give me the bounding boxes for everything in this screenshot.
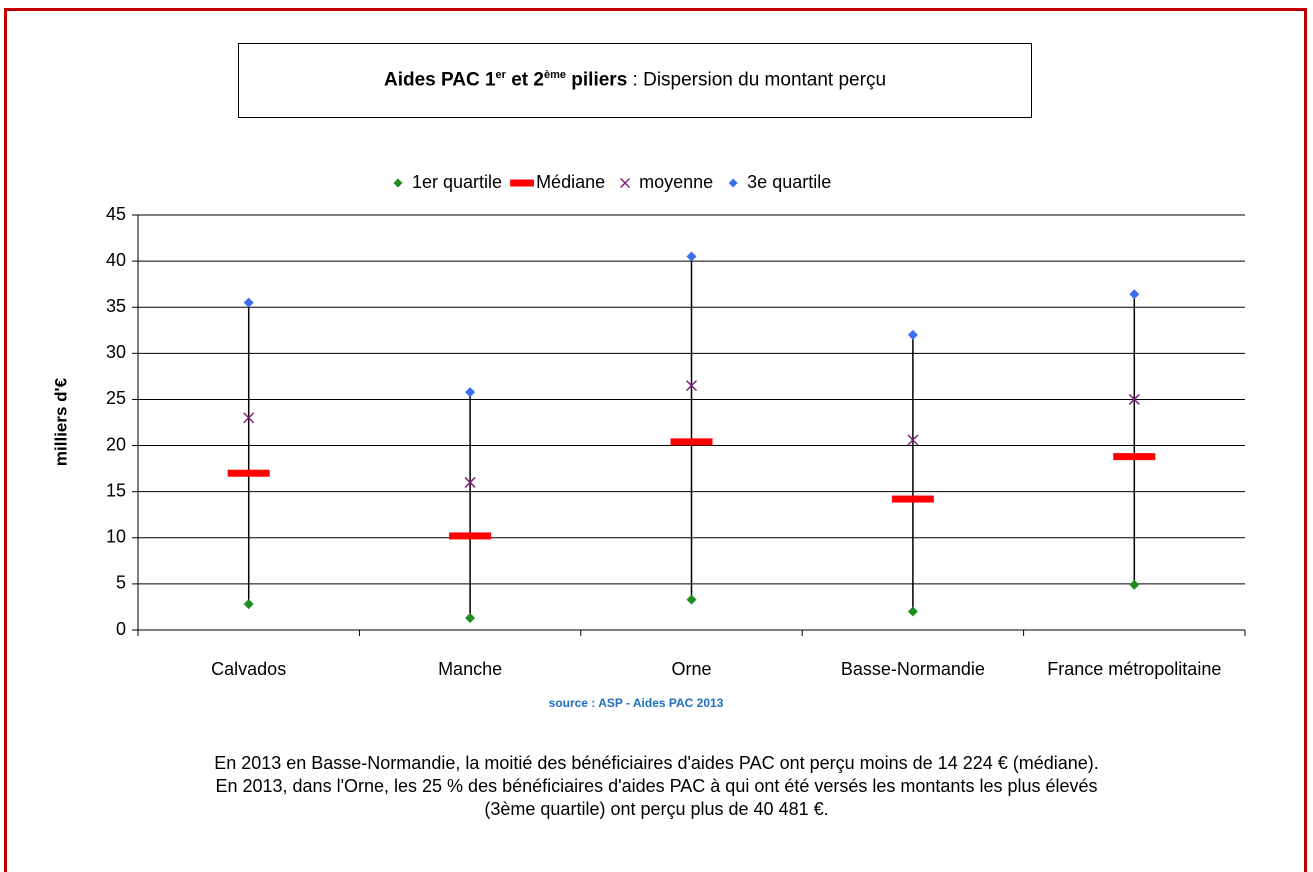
legend-marker [510, 179, 534, 187]
point [686, 251, 697, 262]
point [465, 387, 476, 398]
median-bar [891, 495, 934, 503]
x-tick-label: Manche [438, 659, 503, 679]
x-tick-label: France métropolitaine [1047, 659, 1222, 679]
x-tick-label: Basse-Normandie [840, 659, 985, 679]
caption-line: En 2013, dans l'Orne, les 25 % des bénéf… [215, 776, 1098, 796]
legend-marker [620, 177, 631, 189]
point [243, 412, 255, 424]
caption-line: En 2013 en Basse-Normandie, la moitié de… [214, 753, 1099, 773]
legend-marker [393, 178, 403, 188]
point [243, 599, 254, 610]
y-tick-label: 40 [106, 250, 126, 270]
y-tick-label: 15 [106, 480, 126, 500]
y-tick-label: 5 [116, 573, 126, 593]
point [465, 613, 476, 624]
median-bar [670, 438, 713, 446]
legend-label: moyenne [639, 172, 713, 192]
legend-label: 1er quartile [412, 172, 502, 192]
point [907, 606, 918, 617]
y-tick-label: 10 [106, 527, 126, 547]
title-box: Aides PAC 1er et 2ème piliers : Dispersi… [238, 43, 1032, 118]
source: source : ASP - Aides PAC 2013 [548, 696, 724, 710]
title-part: piliers [566, 69, 628, 91]
title-part: : Dispersion du montant perçu [627, 69, 887, 91]
y-tick-label: 20 [106, 434, 126, 454]
point [464, 476, 476, 488]
y-tick-label: 30 [106, 342, 126, 362]
y-tick-label: 0 [116, 619, 126, 639]
title-part: et 2 [505, 69, 544, 91]
caption-line: (3ème quartile) ont perçu plus de 40 481… [484, 799, 829, 819]
median-bar [449, 532, 492, 540]
title-sup: ème [543, 69, 567, 82]
y-axis-label: milliers d'€ [51, 377, 70, 466]
x-tick-label: Calvados [211, 659, 287, 679]
frame [4, 8, 1307, 872]
median-bar [227, 469, 270, 477]
point [1129, 579, 1140, 590]
median-bar [1113, 453, 1156, 461]
legend-label: Médiane [536, 172, 605, 192]
point [907, 329, 918, 340]
x-tick-label: Orne [671, 659, 712, 679]
point [243, 297, 254, 308]
point [907, 434, 919, 446]
y-tick-label: 35 [106, 296, 126, 316]
legend-marker [728, 178, 738, 188]
point [1128, 393, 1140, 405]
legend-label: 3e quartile [747, 172, 831, 192]
title-part: Aides PAC 1 [383, 69, 496, 91]
point [685, 380, 698, 392]
point [1129, 289, 1140, 300]
title-sup: er [495, 69, 506, 82]
y-tick-label: 45 [106, 204, 126, 224]
y-tick-label: 25 [106, 388, 126, 408]
chart-title: Aides PAC 1er et 2ème piliers : Dispersi… [384, 69, 886, 91]
point [686, 594, 697, 605]
